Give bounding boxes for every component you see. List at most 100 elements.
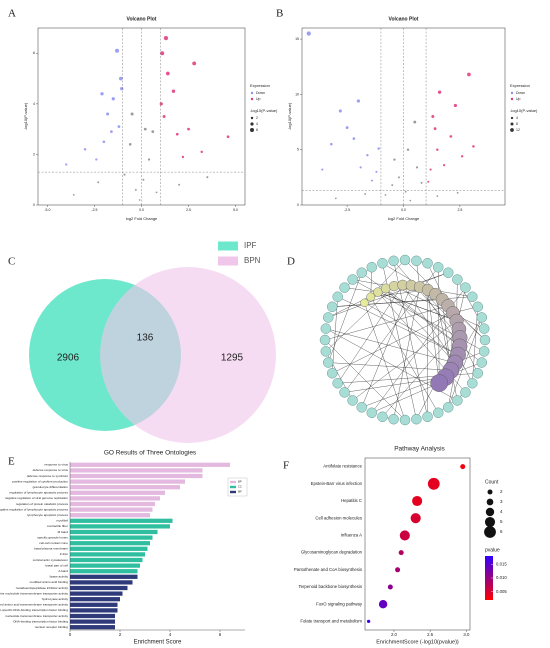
node bbox=[460, 282, 471, 293]
y-tick-label: granulocyte differentiation bbox=[33, 485, 69, 489]
legend-label: 2 bbox=[500, 489, 503, 494]
y-tick-label: RNA polymerase II-specific DNA-binding t… bbox=[0, 608, 68, 612]
node bbox=[472, 301, 483, 312]
x-tick-label: 2.5 bbox=[427, 632, 434, 637]
y-tick-label: A band bbox=[58, 569, 68, 573]
point bbox=[377, 147, 380, 150]
bar bbox=[70, 462, 230, 467]
node bbox=[443, 267, 454, 278]
x-axis-label: Enrichment Score bbox=[134, 640, 182, 646]
dot bbox=[366, 619, 371, 624]
bar bbox=[70, 613, 115, 619]
legend-swatch bbox=[230, 485, 236, 489]
bar bbox=[70, 552, 145, 557]
point bbox=[123, 173, 126, 176]
node bbox=[373, 287, 383, 297]
point bbox=[406, 148, 410, 151]
point bbox=[110, 130, 113, 134]
node bbox=[467, 378, 478, 389]
point bbox=[111, 97, 115, 101]
point bbox=[321, 168, 324, 171]
edge bbox=[385, 288, 456, 363]
x-tick-label: 4 bbox=[169, 632, 172, 637]
legend-label: Down bbox=[256, 91, 265, 95]
point bbox=[120, 86, 124, 91]
edge bbox=[472, 306, 478, 384]
point bbox=[429, 168, 432, 171]
node bbox=[377, 411, 388, 422]
node bbox=[476, 312, 487, 323]
legend-title: Expression bbox=[250, 83, 270, 88]
point bbox=[472, 145, 475, 148]
size-swatch bbox=[250, 122, 254, 126]
point bbox=[415, 166, 419, 169]
bar bbox=[70, 602, 118, 607]
legend-swatch bbox=[230, 480, 236, 484]
node bbox=[366, 292, 376, 302]
node bbox=[399, 254, 411, 266]
node bbox=[380, 283, 391, 294]
bar bbox=[70, 625, 115, 630]
node bbox=[319, 334, 331, 346]
point bbox=[345, 126, 349, 129]
node bbox=[452, 274, 463, 285]
legend-label: 4 bbox=[516, 116, 518, 120]
point bbox=[155, 191, 158, 194]
y-tick-label: contractile fiber bbox=[47, 524, 68, 528]
point bbox=[364, 193, 367, 195]
y-tick-label: Folate transport and metabolism bbox=[300, 619, 362, 624]
legend-title: Count bbox=[485, 479, 499, 485]
y-tick-label: defense response to virus bbox=[33, 468, 69, 472]
legend-swatch bbox=[510, 91, 514, 95]
node bbox=[327, 368, 338, 379]
edge bbox=[438, 392, 466, 413]
point bbox=[449, 135, 453, 138]
point bbox=[436, 148, 439, 151]
node bbox=[366, 407, 377, 418]
node bbox=[399, 414, 411, 426]
node bbox=[360, 298, 369, 308]
point bbox=[334, 197, 337, 200]
y-tick-label: Terpenoid backbone biosynthesis bbox=[298, 584, 362, 589]
size-swatch bbox=[510, 128, 514, 132]
edge bbox=[371, 382, 440, 413]
point bbox=[100, 92, 104, 96]
point bbox=[147, 158, 151, 161]
bar bbox=[70, 597, 120, 602]
legend-label: 6 bbox=[500, 529, 503, 534]
y-tick-label: 10 bbox=[295, 92, 299, 96]
point bbox=[397, 176, 401, 179]
node bbox=[478, 346, 490, 357]
legend-label: CC bbox=[238, 485, 242, 489]
y-tick-label: nuclear receptor binding bbox=[35, 625, 68, 629]
edge bbox=[352, 320, 457, 401]
edge bbox=[325, 285, 395, 352]
point bbox=[106, 112, 110, 116]
point bbox=[366, 154, 369, 157]
point bbox=[102, 140, 106, 144]
node bbox=[327, 301, 338, 312]
point bbox=[460, 155, 464, 158]
node bbox=[460, 387, 471, 398]
y-tick-label: defense response to symbiont bbox=[27, 474, 68, 478]
edge bbox=[448, 317, 482, 408]
size-swatch bbox=[510, 122, 514, 126]
y-tick-label: positive regulation of cytokine producti… bbox=[12, 479, 68, 483]
point bbox=[166, 71, 170, 76]
edge bbox=[370, 296, 439, 413]
node bbox=[356, 267, 367, 278]
legend-swatch bbox=[218, 241, 238, 251]
node bbox=[320, 346, 332, 357]
venn-set bbox=[100, 267, 276, 443]
point bbox=[352, 137, 356, 140]
point bbox=[404, 190, 407, 193]
point bbox=[162, 115, 166, 118]
y-tick-label: 5 bbox=[297, 148, 299, 152]
point bbox=[187, 127, 190, 131]
node bbox=[472, 368, 483, 379]
edge bbox=[361, 362, 482, 408]
legend-swatch bbox=[510, 97, 514, 101]
x-tick-label: 0.0 bbox=[401, 208, 406, 212]
point bbox=[375, 170, 378, 173]
edge bbox=[324, 305, 449, 341]
